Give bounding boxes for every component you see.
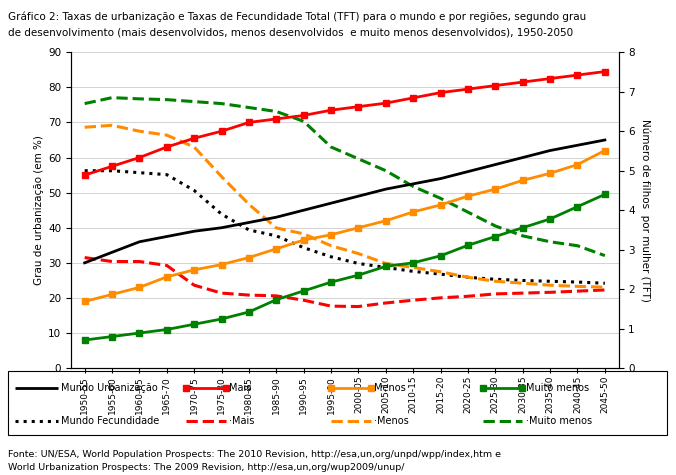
Text: Fonte: UN/ESA, World Population Prospects: The 2010 Revision, http://esa,un,org/: Fonte: UN/ESA, World Population Prospect…	[8, 450, 501, 459]
Text: de desenvolvimento (mais desenvolvidos, menos desenvolvidos  e muito menos desen: de desenvolvimento (mais desenvolvidos, …	[8, 28, 573, 38]
Text: ·Muito menos: ·Muito menos	[525, 416, 592, 426]
Text: Menos: Menos	[374, 383, 406, 393]
Text: Mais: Mais	[229, 383, 251, 393]
Text: Muito menos: Muito menos	[525, 383, 589, 393]
Text: Mundo Urbanização: Mundo Urbanização	[61, 383, 158, 393]
Text: ·Mais: ·Mais	[229, 416, 254, 426]
Text: ·Menos: ·Menos	[374, 416, 409, 426]
Y-axis label: Grau de urbanização (em %): Grau de urbanização (em %)	[34, 135, 44, 285]
Text: Mundo Fecundidade: Mundo Fecundidade	[61, 416, 159, 426]
Y-axis label: Número de filhos  por mulher (TFT): Número de filhos por mulher (TFT)	[640, 119, 651, 302]
Text: Gráfico 2: Taxas de urbanização e Taxas de Fecundidade Total (TFT) para o mundo : Gráfico 2: Taxas de urbanização e Taxas …	[8, 12, 586, 22]
Text: World Urbanization Prospects: The 2009 Revision, http://esa,un,org/wup2009/unup/: World Urbanization Prospects: The 2009 R…	[8, 463, 405, 472]
